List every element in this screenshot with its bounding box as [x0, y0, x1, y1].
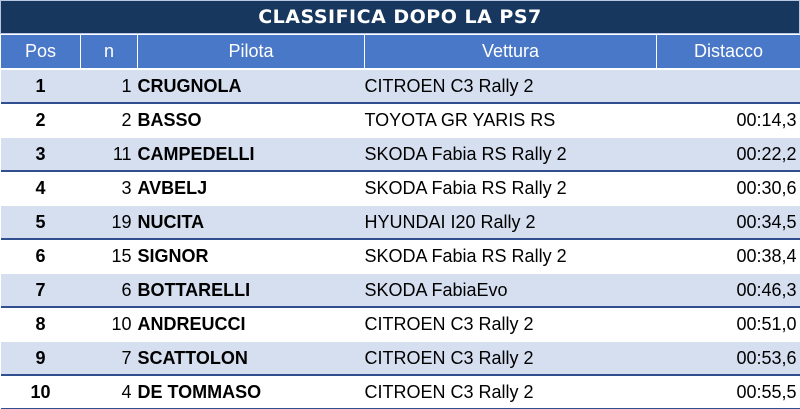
- cell-n: 10: [81, 307, 138, 341]
- cell-n: 3: [81, 171, 138, 205]
- cell-distacco: 00:30,6: [657, 171, 800, 205]
- cell-distacco: 00:34,5: [657, 205, 800, 239]
- cell-pilota: CRUGNOLA: [138, 69, 365, 103]
- cell-vettura: TOYOTA GR YARIS RS: [365, 103, 657, 137]
- cell-vettura: CITROEN C3 Rally 2: [365, 375, 657, 409]
- cell-n: 4: [81, 375, 138, 409]
- cell-pos: 3: [1, 137, 81, 171]
- cell-pos: 5: [1, 205, 81, 239]
- table-row: 4 3 AVBELJ SKODA Fabia RS Rally 2 00:30,…: [1, 171, 800, 205]
- cell-pos: 2: [1, 103, 81, 137]
- cell-pos: 7: [1, 273, 81, 307]
- cell-pos: 6: [1, 239, 81, 273]
- header-pilota: Pilota: [138, 35, 365, 70]
- cell-distacco: 00:51,0: [657, 307, 800, 341]
- cell-vettura: HYUNDAI I20 Rally 2: [365, 205, 657, 239]
- cell-distacco: 00:14,3: [657, 103, 800, 137]
- table-row: 1 1 CRUGNOLA CITROEN C3 Rally 2: [1, 69, 800, 103]
- cell-n: 1: [81, 69, 138, 103]
- standings-table: Pos n Pilota Vettura Distacco 1 1 CRUGNO…: [0, 34, 800, 409]
- table-row: 3 11 CAMPEDELLI SKODA Fabia RS Rally 2 0…: [1, 137, 800, 171]
- cell-n: 19: [81, 205, 138, 239]
- table-row: 9 7 SCATTOLON CITROEN C3 Rally 2 00:53,6: [1, 341, 800, 375]
- cell-vettura: SKODA FabiaEvo: [365, 273, 657, 307]
- header-pos: Pos: [1, 35, 81, 70]
- cell-vettura: SKODA Fabia RS Rally 2: [365, 239, 657, 273]
- cell-vettura: CITROEN C3 Rally 2: [365, 341, 657, 375]
- cell-pos: 8: [1, 307, 81, 341]
- cell-pos: 10: [1, 375, 81, 409]
- cell-distacco: 00:38,4: [657, 239, 800, 273]
- header-row: Pos n Pilota Vettura Distacco: [1, 35, 800, 70]
- table-row: 10 4 DE TOMMASO CITROEN C3 Rally 2 00:55…: [1, 375, 800, 409]
- cell-n: 7: [81, 341, 138, 375]
- table-row: 2 2 BASSO TOYOTA GR YARIS RS 00:14,3: [1, 103, 800, 137]
- cell-distacco: 00:46,3: [657, 273, 800, 307]
- cell-pilota: BASSO: [138, 103, 365, 137]
- cell-pilota: NUCITA: [138, 205, 365, 239]
- cell-distacco: 00:55,5: [657, 375, 800, 409]
- cell-vettura: CITROEN C3 Rally 2: [365, 69, 657, 103]
- cell-pos: 9: [1, 341, 81, 375]
- cell-pilota: DE TOMMASO: [138, 375, 365, 409]
- cell-pilota: AVBELJ: [138, 171, 365, 205]
- cell-pilota: ANDREUCCI: [138, 307, 365, 341]
- table-row: 6 15 SIGNOR SKODA Fabia RS Rally 2 00:38…: [1, 239, 800, 273]
- cell-vettura: CITROEN C3 Rally 2: [365, 307, 657, 341]
- cell-distacco: 00:22,2: [657, 137, 800, 171]
- cell-distacco: [657, 69, 800, 103]
- cell-pilota: CAMPEDELLI: [138, 137, 365, 171]
- header-vettura: Vettura: [365, 35, 657, 70]
- cell-n: 6: [81, 273, 138, 307]
- header-n: n: [81, 35, 138, 70]
- header-distacco: Distacco: [657, 35, 800, 70]
- table-row: 5 19 NUCITA HYUNDAI I20 Rally 2 00:34,5: [1, 205, 800, 239]
- cell-pilota: SIGNOR: [138, 239, 365, 273]
- cell-distacco: 00:53,6: [657, 341, 800, 375]
- cell-vettura: SKODA Fabia RS Rally 2: [365, 171, 657, 205]
- table-row: 8 10 ANDREUCCI CITROEN C3 Rally 2 00:51,…: [1, 307, 800, 341]
- cell-pos: 4: [1, 171, 81, 205]
- cell-n: 2: [81, 103, 138, 137]
- cell-n: 15: [81, 239, 138, 273]
- cell-pilota: BOTTARELLI: [138, 273, 365, 307]
- cell-pos: 1: [1, 69, 81, 103]
- cell-pilota: SCATTOLON: [138, 341, 365, 375]
- table-row: 7 6 BOTTARELLI SKODA FabiaEvo 00:46,3: [1, 273, 800, 307]
- cell-n: 11: [81, 137, 138, 171]
- standings-title: CLASSIFICA DOPO LA PS7: [0, 0, 800, 34]
- cell-vettura: SKODA Fabia RS Rally 2: [365, 137, 657, 171]
